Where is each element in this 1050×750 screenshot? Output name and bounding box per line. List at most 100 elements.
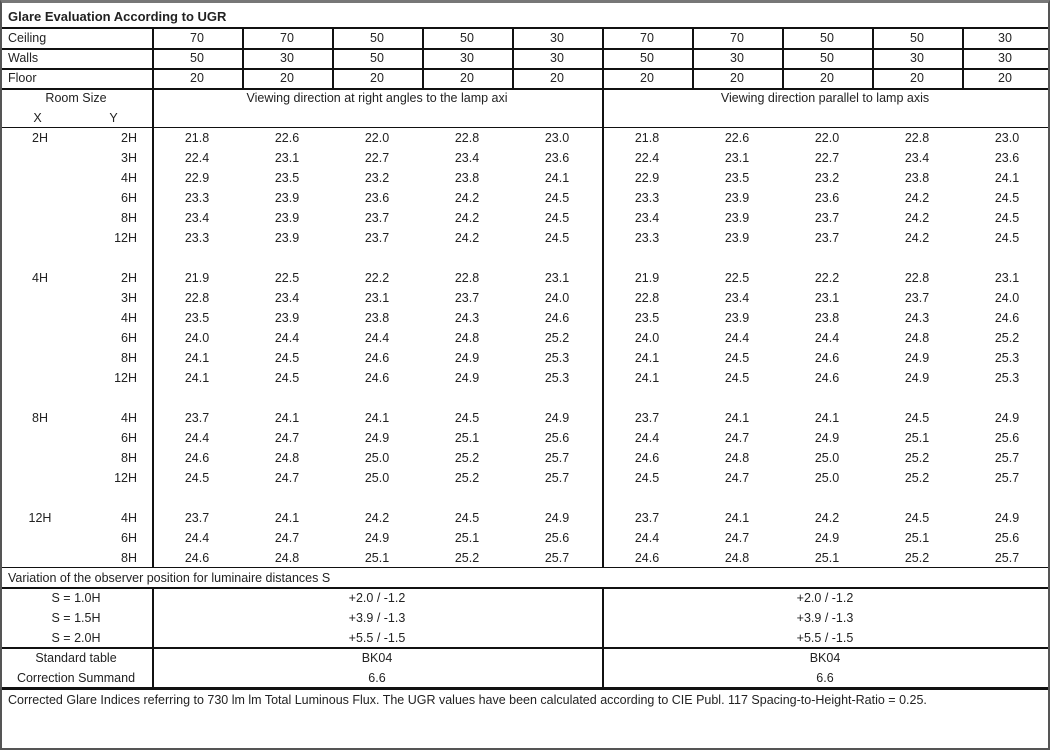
ugr-value: 24.9 xyxy=(904,351,930,365)
ugr-value: 24.1 xyxy=(274,511,300,525)
ugr-value: 23.1 xyxy=(994,271,1020,285)
ugr-value: 24.0 xyxy=(184,331,210,345)
reflectance-value: 70 xyxy=(190,31,204,45)
ugr-value: 25.3 xyxy=(544,351,570,365)
footer-note: Corrected Glare Indices referring to 730… xyxy=(8,693,927,707)
ugr-value: 23.9 xyxy=(274,311,300,325)
spacing-label: S = 1.0H xyxy=(51,591,101,605)
ugr-value: 25.7 xyxy=(544,551,570,565)
room-y: 8H xyxy=(121,551,137,565)
standard-label: Standard table xyxy=(35,651,117,665)
variation-title: Variation of the observer position for l… xyxy=(8,571,331,585)
direction-right-angles-header: Viewing direction at right angles to the… xyxy=(246,91,508,105)
ugr-value: 24.4 xyxy=(724,331,750,345)
ugr-value: 24.8 xyxy=(454,331,480,345)
ugr-value: 22.6 xyxy=(724,131,750,145)
divider xyxy=(2,647,1048,649)
ugr-value: 22.2 xyxy=(364,271,390,285)
ugr-value: 22.9 xyxy=(184,171,210,185)
ugr-value: 24.7 xyxy=(724,431,750,445)
ugr-value: 24.6 xyxy=(814,371,840,385)
ugr-value: 25.1 xyxy=(814,551,840,565)
ugr-value: 22.8 xyxy=(454,271,480,285)
ugr-value: 24.6 xyxy=(184,451,210,465)
reflectance-value: 50 xyxy=(640,51,654,65)
ugr-value: 23.7 xyxy=(814,231,840,245)
ugr-value: 24.4 xyxy=(634,431,660,445)
reflectance-value: 50 xyxy=(820,51,834,65)
ugr-value: 24.9 xyxy=(454,371,480,385)
reflectance-value: 30 xyxy=(998,51,1012,65)
ugr-value: 25.7 xyxy=(994,451,1020,465)
footer-divider xyxy=(2,687,1048,690)
ugr-value: 24.1 xyxy=(634,371,660,385)
x-header: X xyxy=(33,111,42,125)
reflectance-value: 30 xyxy=(280,51,294,65)
reflectance-value: 20 xyxy=(998,71,1012,85)
ugr-value: 25.1 xyxy=(904,431,930,445)
ugr-value: 23.7 xyxy=(454,291,480,305)
ugr-value: 24.5 xyxy=(904,511,930,525)
ugr-value: 24.6 xyxy=(634,451,660,465)
ugr-value: 21.8 xyxy=(184,131,210,145)
ugr-value: 24.6 xyxy=(184,551,210,565)
ugr-value: 22.7 xyxy=(814,151,840,165)
divider xyxy=(692,28,694,88)
reflectance-value: 30 xyxy=(910,51,924,65)
ugr-value: 23.2 xyxy=(814,171,840,185)
ugr-value: 24.1 xyxy=(544,171,570,185)
ugr-value: 23.9 xyxy=(274,191,300,205)
ugr-value: 24.5 xyxy=(454,511,480,525)
divider xyxy=(602,88,604,568)
ugr-value: 24.5 xyxy=(994,191,1020,205)
divider xyxy=(2,68,1048,70)
ugr-value: 24.8 xyxy=(904,331,930,345)
ugr-value: 24.8 xyxy=(724,451,750,465)
ugr-value: 24.9 xyxy=(544,411,570,425)
ugr-value: 24.9 xyxy=(814,531,840,545)
ugr-value: 23.1 xyxy=(724,151,750,165)
ugr-value: 25.1 xyxy=(904,531,930,545)
ugr-value: 22.5 xyxy=(274,271,300,285)
ugr-value: 24.9 xyxy=(994,511,1020,525)
ugr-value: 25.2 xyxy=(454,551,480,565)
divider xyxy=(2,48,1048,50)
ugr-value: 23.4 xyxy=(274,291,300,305)
ugr-value: 25.7 xyxy=(994,471,1020,485)
ugr-value: 24.4 xyxy=(274,331,300,345)
ugr-value: 24.5 xyxy=(454,411,480,425)
ugr-value: 24.1 xyxy=(364,411,390,425)
ugr-value: 24.4 xyxy=(634,531,660,545)
ugr-value: 23.6 xyxy=(544,151,570,165)
ugr-value: 23.7 xyxy=(814,211,840,225)
reflectance-value: 50 xyxy=(370,31,384,45)
ugr-value: 23.9 xyxy=(724,311,750,325)
ugr-value: 25.6 xyxy=(994,431,1020,445)
ugr-value: 24.6 xyxy=(814,351,840,365)
reflectance-value: 20 xyxy=(910,71,924,85)
divider xyxy=(152,88,154,568)
ugr-value: 24.1 xyxy=(724,411,750,425)
room-y: 4H xyxy=(121,511,137,525)
spacing-label: S = 2.0H xyxy=(51,631,101,645)
reflectance-value: 30 xyxy=(730,51,744,65)
ugr-value: 25.6 xyxy=(994,531,1020,545)
variation-value-left: +3.9 / -1.3 xyxy=(348,611,406,625)
ugr-value: 23.7 xyxy=(904,291,930,305)
ugr-value: 24.7 xyxy=(724,531,750,545)
reflectance-value: 20 xyxy=(730,71,744,85)
ugr-value: 23.3 xyxy=(634,231,660,245)
ugr-value: 23.7 xyxy=(184,511,210,525)
ugr-value: 24.2 xyxy=(904,211,930,225)
ugr-value: 23.4 xyxy=(184,211,210,225)
reflectance-value: 50 xyxy=(460,31,474,45)
ugr-value: 22.9 xyxy=(634,171,660,185)
room-y: 6H xyxy=(121,331,137,345)
divider xyxy=(2,587,1048,589)
ugr-value: 23.6 xyxy=(814,191,840,205)
ugr-value: 24.8 xyxy=(274,451,300,465)
room-y: 12H xyxy=(114,471,137,485)
divider xyxy=(962,28,964,88)
ugr-value: 24.5 xyxy=(724,371,750,385)
